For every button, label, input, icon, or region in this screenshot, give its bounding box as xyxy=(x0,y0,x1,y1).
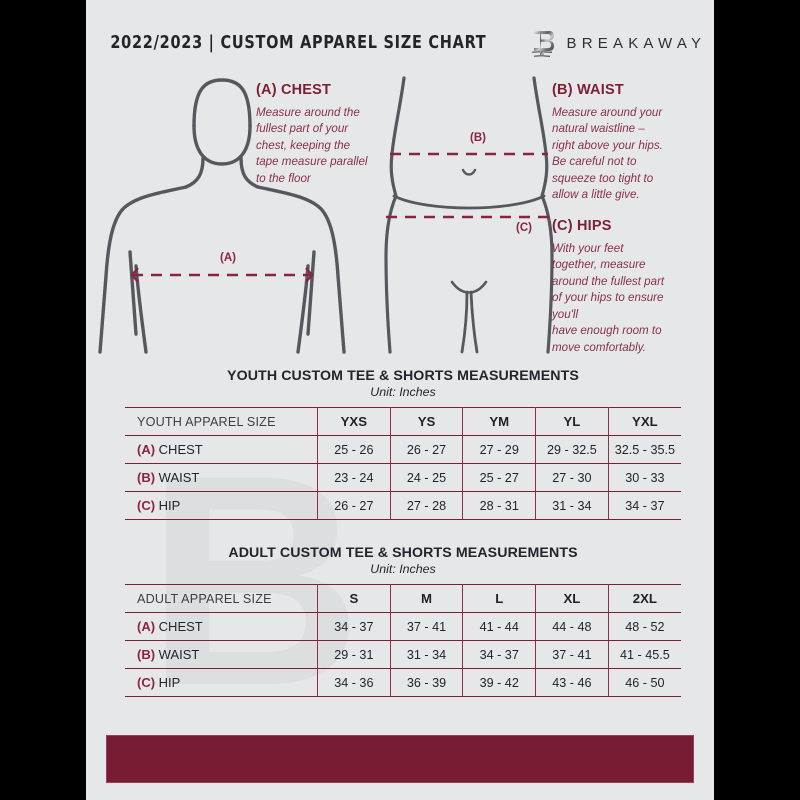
adult-chest-2xl: 48 - 52 xyxy=(607,612,681,641)
youth-size-ym: YM xyxy=(462,407,537,436)
footer-bar xyxy=(106,735,694,783)
table-row: (A) CHEST 34 - 37 37 - 41 41 - 44 44 - 4… xyxy=(125,612,681,641)
measurement-illustration: (A) (B) (C) (A) CHEST Measure around the… xyxy=(86,70,714,360)
adult-hip-2xl: 46 - 50 xyxy=(607,668,681,697)
lower-body-figure xyxy=(384,76,554,354)
table-row: (C) HIP 34 - 36 36 - 39 39 - 42 43 - 46 … xyxy=(125,668,681,697)
page-header: 2022/2023 | CUSTOM APPAREL SIZE CHART xyxy=(86,26,714,60)
youth-chest-ym: 27 - 29 xyxy=(462,435,537,464)
breakaway-b-monogram-icon xyxy=(531,31,554,57)
row-name-waist: WAIST xyxy=(158,470,200,485)
adult-waist-l: 34 - 37 xyxy=(462,640,537,669)
adult-size-table-block: ADULT CUSTOM TEE & SHORTS MEASUREMENTS U… xyxy=(125,545,681,697)
callout-chest-title: (A) CHEST xyxy=(256,82,332,98)
youth-row-waist-label: (B) WAIST xyxy=(125,463,318,492)
row-name-chest: CHEST xyxy=(158,619,203,634)
body-diagrams-svg xyxy=(98,76,554,354)
adult-table-title: ADULT CUSTOM TEE & SHORTS MEASUREMENTS xyxy=(228,545,578,561)
table-header-row: YOUTH APPAREL SIZE YXS YS YM YL YXL xyxy=(125,407,681,436)
youth-chest-yxl: 32.5 - 35.5 xyxy=(607,435,681,464)
adult-chest-xl: 44 - 48 xyxy=(535,612,609,641)
youth-size-ys: YS xyxy=(389,407,464,436)
adult-size-s: S xyxy=(317,584,391,613)
row-tag-c: (C) xyxy=(137,675,156,690)
youth-size-yl: YL xyxy=(535,407,609,436)
youth-table-unit: Unit: Inches xyxy=(370,385,436,399)
youth-size-yxs: YXS xyxy=(317,407,391,436)
brand-lockup: BREAKAWAY xyxy=(529,28,707,58)
adult-size-xl: XL xyxy=(535,584,609,613)
adult-table-unit: Unit: Inches xyxy=(370,562,436,576)
adult-chest-s: 34 - 37 xyxy=(317,612,391,641)
youth-waist-ys: 24 - 25 xyxy=(389,463,464,492)
chest-measure-line xyxy=(130,267,314,283)
row-tag-b: (B) xyxy=(137,647,156,662)
adult-waist-xl: 37 - 41 xyxy=(535,640,609,669)
callout-hips-body: With your feet together, measure around … xyxy=(552,242,665,354)
youth-hip-yxl: 34 - 37 xyxy=(607,491,681,520)
table-row: (A) CHEST 25 - 26 26 - 27 27 - 29 29 - 3… xyxy=(125,435,681,464)
size-chart-page: B 2022/2023 | CUSTOM APPAREL SIZE CHART xyxy=(86,0,714,800)
callout-waist-body: Measure around your natural waistline – … xyxy=(552,106,663,202)
adult-chest-l: 41 - 44 xyxy=(462,612,537,641)
adult-hip-xl: 43 - 46 xyxy=(535,668,609,697)
youth-waist-yxs: 23 - 24 xyxy=(317,463,391,492)
table-row: (C) HIP 26 - 27 27 - 28 28 - 31 31 - 34 … xyxy=(125,491,681,520)
youth-chest-ys: 26 - 27 xyxy=(389,435,464,464)
adult-waist-2xl: 41 - 45.5 xyxy=(607,640,681,669)
youth-chest-yxs: 25 - 26 xyxy=(317,435,391,464)
youth-hip-ys: 27 - 28 xyxy=(389,491,464,520)
chest-line-label: (A) xyxy=(220,252,236,264)
row-name-chest: CHEST xyxy=(158,442,203,457)
adult-size-table: ADULT APPAREL SIZE S M L XL 2XL (A) CHES… xyxy=(125,584,681,697)
callout-hips: (C) HIPS With your feet together, measur… xyxy=(552,218,694,356)
callout-hips-title: (C) HIPS xyxy=(552,218,612,234)
youth-chest-yl: 29 - 32.5 xyxy=(535,435,609,464)
adult-size-m: M xyxy=(389,584,464,613)
row-name-hip: HIP xyxy=(158,498,181,513)
brand-name: BREAKAWAY xyxy=(566,34,707,52)
adult-row-waist-label: (B) WAIST xyxy=(125,640,318,669)
youth-hip-yl: 31 - 34 xyxy=(535,491,609,520)
hip-line-label: (C) xyxy=(516,222,532,234)
youth-header-label: YOUTH APPAREL SIZE xyxy=(125,407,318,436)
waist-line-label: (B) xyxy=(470,132,486,144)
table-row: (B) WAIST 23 - 24 24 - 25 25 - 27 27 - 3… xyxy=(125,463,681,492)
youth-waist-ym: 25 - 27 xyxy=(462,463,537,492)
youth-waist-yxl: 30 - 33 xyxy=(607,463,681,492)
adult-waist-s: 29 - 31 xyxy=(317,640,391,669)
adult-size-2xl: 2XL xyxy=(607,584,681,613)
youth-hip-yxs: 26 - 27 xyxy=(317,491,391,520)
row-tag-a: (A) xyxy=(137,442,156,457)
adult-row-hip-label: (C) HIP xyxy=(125,668,318,697)
youth-row-chest-label: (A) CHEST xyxy=(125,435,318,464)
youth-hip-ym: 28 - 31 xyxy=(462,491,537,520)
callout-chest-body: Measure around the fullest part of your … xyxy=(256,106,368,185)
adult-hip-s: 34 - 36 xyxy=(317,668,391,697)
callout-chest: (A) CHEST Measure around the fullest par… xyxy=(256,82,406,187)
youth-size-yxl: YXL xyxy=(607,407,681,436)
adult-hip-m: 36 - 39 xyxy=(389,668,464,697)
youth-size-table-block: YOUTH CUSTOM TEE & SHORTS MEASUREMENTS U… xyxy=(125,368,681,520)
adult-hip-l: 39 - 42 xyxy=(462,668,537,697)
adult-size-l: L xyxy=(462,584,537,613)
youth-waist-yl: 27 - 30 xyxy=(535,463,609,492)
youth-row-hip-label: (C) HIP xyxy=(125,491,318,520)
row-name-hip: HIP xyxy=(158,675,181,690)
row-tag-a: (A) xyxy=(137,619,156,634)
table-row: (B) WAIST 29 - 31 31 - 34 34 - 37 37 - 4… xyxy=(125,640,681,669)
row-tag-c: (C) xyxy=(137,498,156,513)
adult-row-chest-label: (A) CHEST xyxy=(125,612,318,641)
page-title: 2022/2023 | CUSTOM APPAREL SIZE CHART xyxy=(110,33,487,53)
row-tag-b: (B) xyxy=(137,470,156,485)
adult-chest-m: 37 - 41 xyxy=(389,612,464,641)
table-header-row: ADULT APPAREL SIZE S M L XL 2XL xyxy=(125,584,681,613)
youth-table-title: YOUTH CUSTOM TEE & SHORTS MEASUREMENTS xyxy=(227,368,579,384)
row-name-waist: WAIST xyxy=(158,647,200,662)
adult-header-label: ADULT APPAREL SIZE xyxy=(125,584,318,613)
callout-waist-title: (B) WAIST xyxy=(552,82,624,98)
callout-waist: (B) WAIST Measure around your natural wa… xyxy=(552,82,694,204)
youth-size-table: YOUTH APPAREL SIZE YXS YS YM YL YXL (A) … xyxy=(125,407,681,520)
adult-waist-m: 31 - 34 xyxy=(389,640,464,669)
